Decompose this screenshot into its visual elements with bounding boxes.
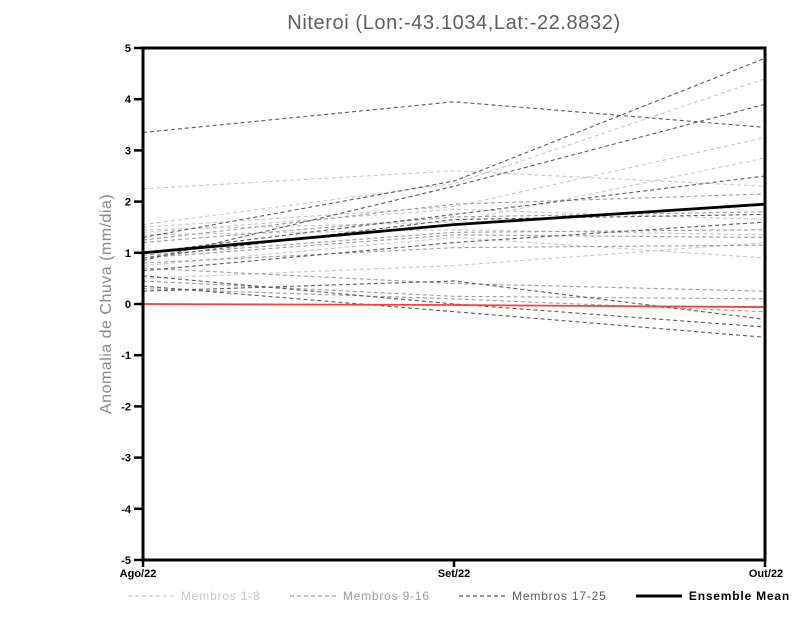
ensemble-member-line: [142, 213, 766, 259]
solid-line-swatch: [635, 594, 682, 598]
ensemble-member-line: [142, 234, 766, 259]
legend-label: Membros 9-16: [342, 589, 430, 603]
legend: Membros 1-8 Membros 9-16 Membros 17-25 Ense…: [128, 588, 790, 604]
dashed-line-swatch: [128, 595, 174, 597]
y-tick-label: -1: [121, 350, 131, 362]
ensemble-member-line: [142, 242, 766, 279]
x-tick-label: Out/22: [749, 568, 783, 580]
dashed-line-swatch: [289, 595, 336, 597]
ensemble-member-line: [142, 236, 766, 267]
y-tick-label: 2: [125, 197, 131, 209]
ensemble-member-line: [142, 229, 766, 236]
ensemble-member-line: [142, 267, 766, 292]
legend-label: Ensemble Mean: [688, 589, 790, 603]
y-tick-label: 5: [125, 43, 131, 55]
x-tick-label: Set/22: [438, 568, 470, 580]
x-tick-label: Ago/22: [120, 568, 157, 580]
dashed-line-swatch: [459, 595, 506, 597]
legend-item: Ensemble Mean: [635, 589, 790, 603]
y-tick-label: -3: [121, 453, 131, 465]
legend-item: Membros 9-16: [289, 589, 430, 603]
y-tick-label: 1: [125, 248, 131, 260]
ensemble-member-line: [142, 211, 766, 244]
y-tick-label: -4: [121, 504, 132, 516]
ensemble-member-line: [142, 137, 766, 228]
ensemble-mean-line: [142, 202, 766, 255]
ensemble-member-line: [142, 275, 766, 328]
ensemble-member-line: [142, 193, 766, 241]
ensemble-member-line: [142, 78, 766, 226]
ensemble-member-line: [142, 280, 766, 320]
legend-item: Membros 1-8: [128, 589, 261, 603]
ensemble-member-line: [142, 229, 766, 256]
ensemble-member-line: [142, 285, 766, 338]
ensemble-member-line: [142, 101, 766, 134]
ensemble-member-line: [142, 288, 766, 313]
y-tick-label: -5: [121, 555, 131, 567]
y-tick-label: -2: [121, 401, 131, 413]
chart-title: Niteroi (Lon:-43.1034,Lat:-22.8832): [287, 12, 621, 34]
ensemble-member-line: [142, 244, 766, 264]
ensemble-member-line: [142, 170, 766, 190]
y-tick-label: 4: [125, 94, 132, 106]
ensemble-member-line: [142, 157, 766, 231]
ensemble-member-line: [142, 103, 766, 262]
ensemble-member-line: [142, 221, 766, 272]
legend-item: Membros 17-25: [459, 589, 606, 603]
ensemble-member-line: [142, 175, 766, 254]
y-tick-label: 3: [125, 145, 131, 157]
ensemble-member-line: [142, 57, 766, 238]
y-tick-label: 0: [125, 299, 131, 311]
ensemble-member-line: [142, 280, 766, 300]
legend-label: Membros 17-25: [512, 589, 607, 603]
legend-label: Membros 1-8: [181, 589, 261, 603]
zero-reference-line: [142, 303, 766, 308]
